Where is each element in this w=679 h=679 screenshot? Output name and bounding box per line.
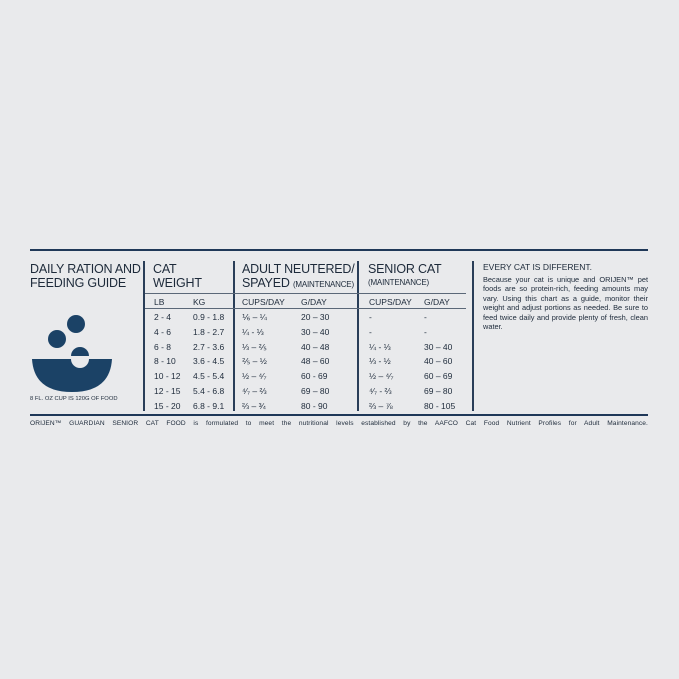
cell-senior-cups: ⅓ - ½ (369, 356, 391, 367)
weight-heading1: CAT (153, 262, 177, 276)
cell-adult-g: 48 – 60 (301, 356, 330, 367)
col-senior-cups: CUPS/DAY (369, 297, 412, 307)
cell-senior-g: 40 – 60 (424, 356, 453, 367)
cell-adult-g: 60 - 69 (301, 371, 328, 382)
cell-adult-cups: ⅙ – ¼ (242, 312, 267, 322)
cell-adult-cups: ⅖ – ½ (242, 356, 267, 367)
cell-kg: 0.9 - 1.8 (193, 312, 225, 322)
divider-1 (143, 261, 145, 411)
cell-kg: 6.8 - 9.1 (193, 400, 225, 411)
cell-lb: 8 - 10 (154, 356, 176, 367)
senior-heading: SENIOR CAT (MAINTENANCE) (368, 262, 442, 290)
cell-kg: 5.4 - 6.8 (193, 386, 225, 396)
title-line2: FEEDING GUIDE (30, 276, 127, 290)
guide-title: DAILY RATION AND FEEDING GUIDE (30, 262, 141, 290)
cell-adult-g: 80 - 90 (301, 400, 328, 411)
cell-lb: 10 - 12 (154, 371, 181, 382)
col-adult-g: G/DAY (301, 297, 327, 307)
subheader-rule-top (145, 293, 466, 294)
cell-kg: 2.7 - 3.6 (193, 341, 225, 352)
subheader-rule-bottom (145, 308, 466, 309)
cell-adult-cups: ⁴⁄₇ – ⅔ (242, 386, 267, 396)
adult-heading1: ADULT NEUTERED/ (242, 262, 355, 276)
cell-lb: 15 - 20 (154, 400, 181, 411)
note-box: EVERY CAT IS DIFFERENT. Because your cat… (483, 262, 648, 331)
cell-senior-g: 30 – 40 (424, 341, 453, 352)
cup-note: 8 FL. OZ CUP IS 120G OF FOOD (30, 396, 118, 402)
cell-lb: 4 - 6 (154, 326, 172, 337)
cell-adult-cups: ¼ - ⅓ (242, 326, 264, 337)
cell-adult-g: 69 – 80 (301, 386, 330, 396)
cell-adult-g: 30 – 40 (301, 326, 330, 337)
col-lb: LB (154, 297, 165, 307)
cell-adult-g: 20 – 30 (301, 312, 330, 322)
note-heading: EVERY CAT IS DIFFERENT. (483, 262, 592, 272)
footer-statement: ORIJEN™ GUARDIAN SENIOR CAT FOOD is form… (30, 420, 648, 427)
top-rule (30, 249, 648, 251)
weight-heading: CAT WEIGHT (153, 262, 202, 290)
senior-heading1: SENIOR CAT (368, 262, 442, 276)
col-senior-g: G/DAY (424, 297, 450, 307)
cell-kg: 1.8 - 2.7 (193, 326, 225, 337)
bottom-rule (30, 414, 648, 416)
cell-senior-g: 60 – 69 (424, 371, 453, 382)
senior-heading-note: (MAINTENANCE) (368, 278, 429, 287)
cell-senior-cups: ½ – ⁴⁄₇ (369, 371, 394, 382)
col-adult-cups: CUPS/DAY (242, 297, 285, 307)
cell-senior-cups: - (369, 326, 372, 337)
divider-3 (357, 261, 359, 411)
cell-senior-cups: ¼ - ⅓ (369, 341, 391, 352)
cell-kg: 4.5 - 5.4 (193, 371, 225, 382)
cell-lb: 12 - 15 (154, 386, 181, 396)
weight-heading2: WEIGHT (153, 276, 202, 290)
food-bowl-icon (32, 315, 112, 392)
cell-senior-cups: - (369, 312, 372, 322)
cell-senior-g: - (424, 312, 427, 322)
cell-senior-g: - (424, 326, 427, 337)
cell-senior-cups: ⁴⁄₇ - ⅔ (369, 386, 392, 396)
cell-adult-cups: ⅔ – ¾ (242, 400, 266, 411)
cell-senior-g: 80 - 105 (424, 400, 456, 411)
title-line1: DAILY RATION AND (30, 262, 141, 276)
cell-senior-g: 69 – 80 (424, 386, 453, 396)
col-kg: KG (193, 297, 206, 307)
note-body: Because your cat is unique and ORIJEN™ p… (483, 275, 648, 332)
adult-heading: ADULT NEUTERED/ SPAYED (MAINTENANCE) (242, 262, 355, 292)
adult-heading-note: (MAINTENANCE) (292, 280, 354, 289)
cell-adult-cups: ⅓ – ⅖ (242, 341, 267, 352)
cell-senior-cups: ⅔ – ⅞ (369, 400, 393, 411)
cell-kg: 3.6 - 4.5 (193, 356, 225, 367)
divider-4 (472, 261, 474, 411)
cell-lb: 6 - 8 (154, 341, 172, 352)
adult-heading2: SPAYED (242, 276, 290, 290)
divider-2 (233, 261, 235, 411)
cell-adult-cups: ½ – ⁴⁄₇ (242, 371, 267, 382)
cell-lb: 2 - 4 (154, 312, 172, 322)
cell-adult-g: 40 – 48 (301, 341, 330, 352)
